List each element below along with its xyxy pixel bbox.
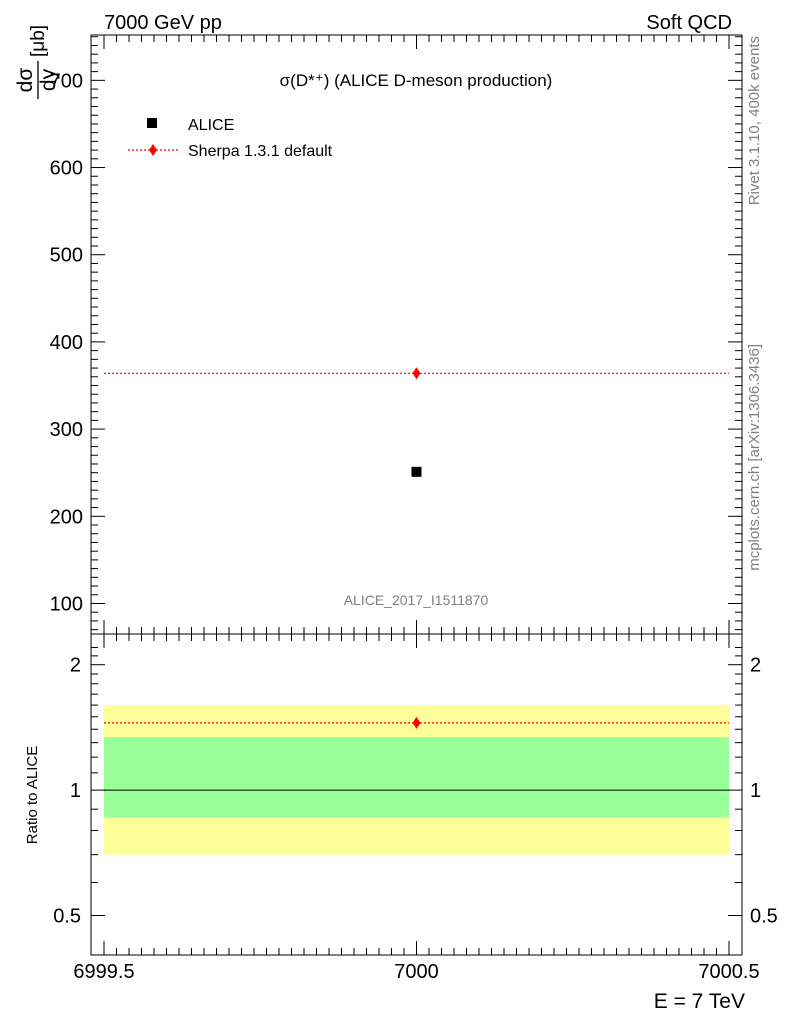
analysis-label: ALICE_2017_I1511870 xyxy=(344,592,489,608)
legend-sherpa-label: Sherpa 1.3.1 default xyxy=(188,143,333,160)
header-right: Soft QCD xyxy=(646,12,732,34)
ratio-y-tick-label-right: 0.5 xyxy=(750,906,778,928)
ratio-y-label: Ratio to ALICE xyxy=(24,746,41,844)
legend-alice-label: ALICE xyxy=(188,117,234,134)
main-title: σ(D*⁺) (ALICE D-meson production) xyxy=(280,71,553,90)
main-x-ticks xyxy=(103,35,730,634)
legend: ALICE Sherpa 1.3.1 default xyxy=(128,117,333,160)
x-tick-label: 7000.5 xyxy=(698,961,759,983)
main-y-tick-label: 300 xyxy=(50,419,83,441)
ratio-y-tick-label-right: 1 xyxy=(750,780,761,802)
rivet-label: Rivet 3.1.10, 400k events xyxy=(746,36,763,205)
ratio-y-tick-label-left: 1 xyxy=(70,780,81,802)
ratio-y-tick-label-right: 2 xyxy=(750,655,761,677)
main-y-tick-label: 400 xyxy=(50,332,83,354)
legend-alice-marker xyxy=(147,118,157,128)
ratio-frame xyxy=(90,633,743,956)
y-label-numerator: dσ xyxy=(14,68,37,93)
ratio-sherpa-point xyxy=(412,716,421,729)
main-y-tick-label: 500 xyxy=(50,245,83,267)
x-tick-label: 6999.5 xyxy=(73,961,134,983)
header-left: 7000 GeV pp xyxy=(104,12,222,34)
ratio-y-tick-label-left: 0.5 xyxy=(53,906,81,928)
ratio-y-ticks: 0.5 0.5 1 1 2 2 xyxy=(53,646,778,928)
ratio-panel: 0.5 0.5 1 1 2 2 6999.5 7000 7000.5 Ratio to ALI… xyxy=(24,633,778,1013)
alice-point xyxy=(411,466,422,477)
x-axis-label: E = 7 TeV xyxy=(654,990,745,1013)
ratio-y-tick-label-left: 2 xyxy=(70,655,81,677)
legend-sherpa-marker xyxy=(149,144,157,156)
x-tick-label: 7000 xyxy=(394,961,439,983)
mcplots-label: mcplots.cern.ch [arXiv:1306.3436] xyxy=(746,344,763,571)
main-y-label: dσ dy [μb] xyxy=(14,25,60,99)
main-y-tick-label: 100 xyxy=(50,593,83,615)
main-y-ticks: 100 200 300 400 500 600 700 xyxy=(50,36,742,631)
sherpa-point xyxy=(412,367,421,380)
main-y-tick-label: 200 xyxy=(50,506,83,528)
main-y-tick-label: 700 xyxy=(50,70,83,92)
y-label-unit: [μb] xyxy=(28,25,49,57)
y-label-denominator: dy xyxy=(37,68,60,91)
ratio-x-ticks: 6999.5 7000 7000.5 xyxy=(73,634,760,983)
main-y-tick-label: 600 xyxy=(50,158,83,180)
ratio-data-marks xyxy=(104,716,729,791)
main-data-marks xyxy=(104,367,729,477)
ratio-band-inner xyxy=(104,737,729,818)
ratio-bands xyxy=(104,705,729,855)
main-panel: 100 200 300 400 500 600 700 σ(D*⁺) (ALICE D-me… xyxy=(14,25,743,635)
